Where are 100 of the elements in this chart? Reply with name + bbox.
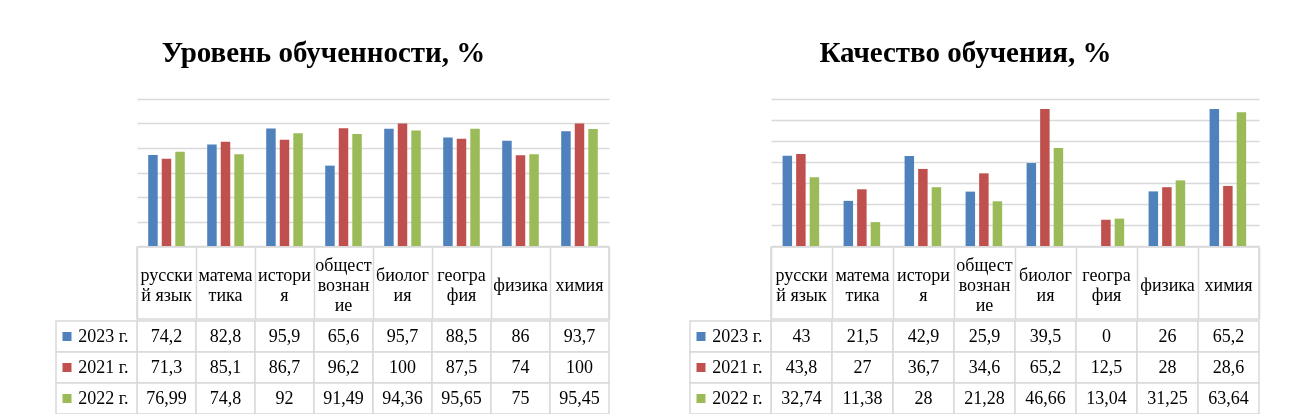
data-label: 28 <box>1158 356 1177 377</box>
data-label: 74,2 <box>150 325 183 346</box>
data-label: 13,04 <box>1086 387 1127 408</box>
x-tick-label: физика <box>1140 275 1195 295</box>
x-tick-label: математика <box>198 265 253 305</box>
data-label: 65,2 <box>1212 325 1245 346</box>
bar <box>325 165 335 246</box>
bar <box>1209 109 1220 246</box>
data-label: 65,6 <box>327 325 360 346</box>
bar <box>1236 112 1247 246</box>
bar <box>175 151 185 246</box>
bar <box>293 133 303 246</box>
bar <box>266 128 276 246</box>
bar <box>352 133 362 246</box>
bar <box>161 158 172 246</box>
bar <box>279 139 290 246</box>
bar <box>1148 191 1159 246</box>
data-label: 76,99 <box>146 387 187 408</box>
data-label: 28,6 <box>1212 356 1245 377</box>
x-tick-label: биология <box>1019 265 1072 305</box>
x-tick-label: физика <box>493 275 548 295</box>
data-label: 95,45 <box>559 387 600 408</box>
bar <box>529 154 539 246</box>
x-tick-label: математика <box>835 265 890 305</box>
data-label: 86,7 <box>268 356 301 377</box>
data-label: 0 <box>1102 325 1111 346</box>
x-tick-label: история <box>897 265 951 305</box>
data-label: 12,5 <box>1090 356 1123 377</box>
legend-label: 2022 г. <box>78 387 129 408</box>
data-label: 31,25 <box>1147 387 1188 408</box>
bar <box>1026 163 1037 246</box>
data-label: 94,36 <box>382 387 423 408</box>
data-label: 42,9 <box>907 325 940 346</box>
data-label: 95,7 <box>386 325 419 346</box>
data-label: 63,64 <box>1208 387 1249 408</box>
bar <box>918 168 928 246</box>
bar <box>904 155 915 246</box>
x-tick-label: химия <box>1204 275 1253 295</box>
bar <box>561 131 571 246</box>
data-label: 65,2 <box>1029 356 1062 377</box>
data-label: 93,7 <box>563 325 596 346</box>
bar <box>338 128 349 246</box>
chart-title: Качество обучения, % <box>819 36 1112 68</box>
data-label: 46,66 <box>1025 387 1066 408</box>
bar <box>809 177 820 246</box>
bar <box>796 154 806 246</box>
data-label: 71,3 <box>150 356 183 377</box>
bar <box>148 155 158 246</box>
data-label: 11,38 <box>842 387 883 408</box>
data-label: 85,1 <box>209 356 242 377</box>
legend-label: 2023 г. <box>712 325 763 346</box>
x-tick-label: география <box>1082 265 1131 305</box>
data-label: 25,9 <box>968 325 1001 346</box>
bar <box>515 155 526 246</box>
data-label: 82,8 <box>209 325 242 346</box>
bar <box>234 154 244 246</box>
x-tick-label: обществознание <box>315 255 372 315</box>
bar <box>1175 180 1186 246</box>
bar <box>1101 219 1111 246</box>
data-label: 74,8 <box>209 387 242 408</box>
data-label: 34,6 <box>968 356 1001 377</box>
bar <box>397 123 408 246</box>
bar <box>870 222 881 246</box>
data-label: 96,2 <box>327 356 360 377</box>
chart-title: Уровень обученности, % <box>161 36 486 68</box>
data-label: 86 <box>511 325 530 346</box>
bar <box>443 137 453 246</box>
bar <box>220 141 231 246</box>
x-tick-label: русский язык <box>140 265 193 305</box>
bar <box>1223 185 1233 246</box>
data-label: 21,28 <box>964 387 1005 408</box>
data-label: 39,5 <box>1029 325 1062 346</box>
data-label: 91,49 <box>323 387 364 408</box>
bar <box>470 128 480 246</box>
bar <box>574 123 585 246</box>
legend-label: 2021 г. <box>78 356 129 377</box>
bar <box>1114 218 1125 246</box>
data-label: 28 <box>914 387 933 408</box>
bar <box>588 129 598 246</box>
bar <box>456 138 467 246</box>
legend-label: 2022 г. <box>712 387 763 408</box>
x-tick-label: обществознание <box>956 255 1013 315</box>
data-label: 27 <box>853 356 872 377</box>
bar <box>931 187 942 246</box>
bar <box>857 189 867 246</box>
bar <box>1162 187 1172 246</box>
bar <box>1040 109 1050 246</box>
data-label: 95,9 <box>268 325 301 346</box>
bar <box>411 130 421 246</box>
x-tick-label: химия <box>555 275 604 295</box>
legend-label: 2021 г. <box>712 356 763 377</box>
bar <box>1053 148 1064 246</box>
bar <box>992 201 1003 246</box>
x-tick-label: биология <box>376 265 429 305</box>
x-tick-label: история <box>258 265 312 305</box>
data-label: 43,8 <box>785 356 818 377</box>
data-label: 87,5 <box>445 356 478 377</box>
data-label: 74 <box>511 356 530 377</box>
bar <box>979 173 989 246</box>
data-label: 36,7 <box>907 356 940 377</box>
